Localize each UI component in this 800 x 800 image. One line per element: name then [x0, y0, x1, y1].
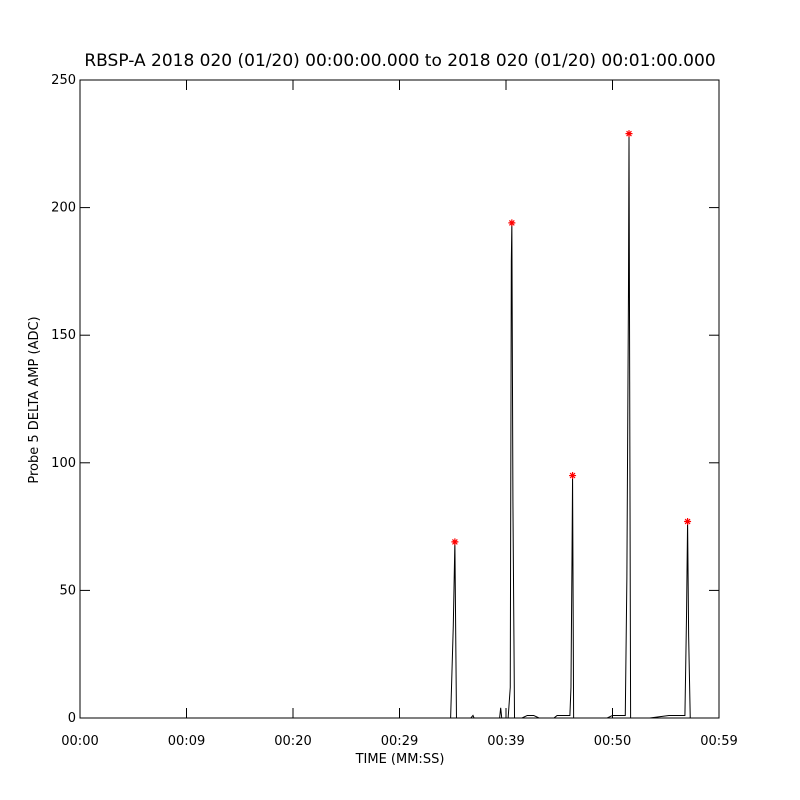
x-axis-label: TIME (MM:SS) — [355, 752, 445, 767]
peak-marker — [625, 130, 633, 138]
x-tick-label: 00:59 — [700, 734, 737, 749]
y-axis-label: Probe 5 DELTA AMP (ADC) — [27, 316, 42, 483]
x-tick-label: 00:00 — [61, 734, 98, 749]
x-tick-label: 00:50 — [594, 734, 631, 749]
y-tick-label: 250 — [51, 73, 76, 88]
x-tick-label: 00:20 — [274, 734, 311, 749]
plot-frame — [79, 79, 720, 719]
peak-marker — [569, 472, 577, 480]
x-tick-label: 00:09 — [168, 734, 205, 749]
chart-title: RBSP-A 2018 020 (01/20) 00:00:00.000 to … — [84, 51, 715, 71]
y-tick-label: 100 — [51, 456, 76, 471]
peak-marker — [451, 538, 459, 546]
peak-marker — [684, 517, 692, 525]
y-tick-label: 50 — [59, 583, 76, 598]
peak-marker — [508, 219, 516, 227]
data-line — [436, 133, 704, 719]
x-tick-label: 00:39 — [487, 734, 524, 749]
y-tick-label: 150 — [51, 328, 76, 343]
y-tick-label: 0 — [68, 711, 76, 726]
y-tick-label: 200 — [51, 201, 76, 216]
x-tick-label: 00:29 — [381, 734, 418, 749]
